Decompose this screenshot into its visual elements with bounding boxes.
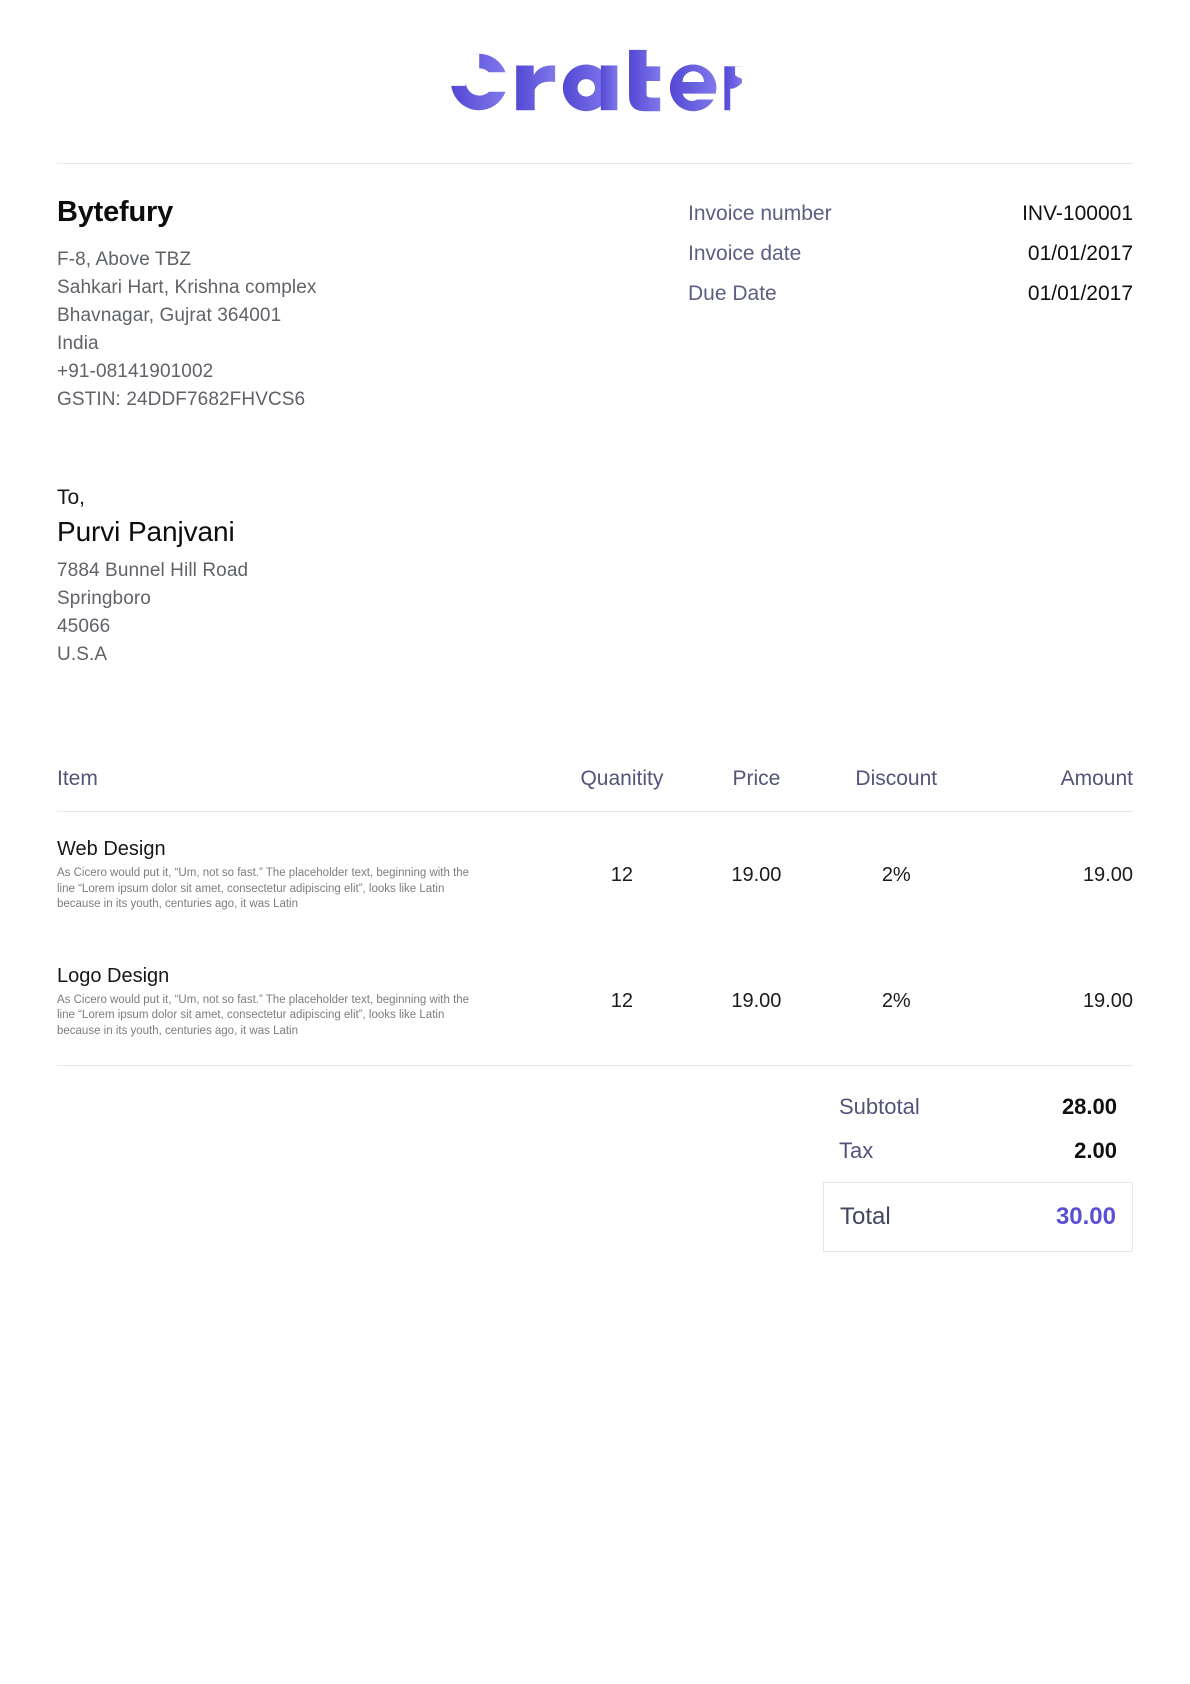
subtotal-row: Subtotal 28.00 bbox=[823, 1094, 1133, 1120]
totals-block: Subtotal 28.00 Tax 2.00 Total 30.00 bbox=[823, 1094, 1133, 1252]
items-table-head: Item Quanitity Price Discount Amount bbox=[57, 767, 1133, 812]
column-header-item: Item bbox=[57, 767, 552, 812]
company-address-line: Sahkari Hart, Krishna complex bbox=[57, 277, 317, 298]
bill-to-name: Purvi Panjvani bbox=[57, 516, 235, 547]
item-price: 19.00 bbox=[691, 938, 821, 1066]
invoice-number-row: Invoice number INV-100001 bbox=[688, 202, 1133, 226]
invoice-number-label: Invoice number bbox=[688, 202, 832, 225]
table-row: Web Design As Cicero would put it, “Um, … bbox=[57, 812, 1133, 939]
item-cell: Web Design As Cicero would put it, “Um, … bbox=[57, 812, 552, 939]
column-header-quantity: Quanitity bbox=[551, 767, 692, 812]
items-header-row: Item Quanitity Price Discount Amount bbox=[57, 767, 1133, 812]
items-section: Item Quanitity Price Discount Amount Web… bbox=[57, 669, 1133, 1066]
items-table: Item Quanitity Price Discount Amount Web… bbox=[57, 767, 1133, 1066]
due-date-value: 01/01/2017 bbox=[1027, 282, 1133, 305]
invoice-meta-block: Invoice number INV-100001 Invoice date 0… bbox=[688, 196, 1133, 414]
column-header-amount: Amount bbox=[971, 767, 1133, 812]
bill-to-address-line: 45066 bbox=[57, 616, 111, 637]
item-discount: 2% bbox=[881, 863, 911, 886]
bill-to-address-line: Springboro bbox=[57, 588, 151, 609]
totals-wrap: Subtotal 28.00 Tax 2.00 Total 30.00 bbox=[57, 1066, 1133, 1252]
item-description: As Cicero would put it, “Um, not so fast… bbox=[57, 993, 470, 1037]
due-date-row: Due Date 01/01/2017 bbox=[688, 282, 1133, 306]
invoice-date-row: Invoice date 01/01/2017 bbox=[688, 242, 1133, 266]
company-address-line: F-8, Above TBZ bbox=[57, 249, 192, 270]
company-gstin: GSTIN: 24DDF7682FHVCS6 bbox=[57, 389, 306, 410]
invoice-date-value: 01/01/2017 bbox=[1027, 242, 1133, 265]
item-title: Web Design bbox=[57, 838, 166, 860]
subtotal-value: 28.00 bbox=[1061, 1094, 1117, 1119]
tax-row: Tax 2.00 bbox=[823, 1138, 1133, 1164]
invoice-number-value: INV-100001 bbox=[1022, 202, 1133, 225]
grand-total-value: 30.00 bbox=[1055, 1203, 1116, 1230]
item-description: As Cicero would put it, “Um, not so fast… bbox=[57, 867, 470, 910]
company-address-line: Bhavnagar, Gujrat 364001 bbox=[57, 305, 282, 326]
company-address-line: India bbox=[57, 333, 99, 354]
tax-value: 2.00 bbox=[1074, 1138, 1117, 1163]
subtotal-label: Subtotal bbox=[839, 1094, 920, 1119]
items-table-body: Web Design As Cicero would put it, “Um, … bbox=[57, 812, 1133, 1066]
due-date-label: Due Date bbox=[688, 282, 777, 305]
table-row: Logo Design As Cicero would put it, “Um,… bbox=[57, 938, 1133, 1066]
bill-to-address-line: 7884 Bunnel Hill Road bbox=[57, 560, 249, 581]
grand-total-row: Total 30.00 bbox=[823, 1182, 1133, 1252]
item-cell: Logo Design As Cicero would put it, “Um,… bbox=[57, 938, 552, 1066]
top-section: Bytefury F-8, Above TBZ Sahkari Hart, Kr… bbox=[57, 164, 1133, 414]
grand-total-label: Total bbox=[840, 1203, 891, 1230]
crater-logo bbox=[440, 46, 750, 118]
item-quantity: 12 bbox=[610, 863, 634, 886]
item-discount: 2% bbox=[820, 938, 972, 1066]
bill-to-block: To, Purvi Panjvani 7884 Bunnel Hill Road… bbox=[57, 414, 1133, 669]
invoice-date-label: Invoice date bbox=[688, 242, 802, 265]
item-title: Logo Design bbox=[57, 964, 170, 987]
company-phone: +91-08141901002 bbox=[57, 361, 214, 382]
item-amount: 19.00 bbox=[971, 938, 1133, 1066]
column-header-price: Price bbox=[691, 767, 821, 812]
bill-to-label: To, bbox=[57, 486, 86, 509]
tax-label: Tax bbox=[839, 1138, 874, 1163]
item-price: 19.00 bbox=[731, 863, 782, 886]
bill-to-address-line: U.S.A bbox=[57, 644, 108, 665]
item-quantity: 12 bbox=[551, 938, 692, 1066]
item-amount: 19.00 bbox=[1082, 863, 1133, 886]
column-header-discount: Discount bbox=[820, 767, 972, 812]
company-name: Bytefury bbox=[57, 196, 174, 228]
logo-band bbox=[57, 0, 1133, 163]
company-block: Bytefury F-8, Above TBZ Sahkari Hart, Kr… bbox=[57, 196, 317, 414]
header-divider bbox=[57, 163, 1133, 164]
